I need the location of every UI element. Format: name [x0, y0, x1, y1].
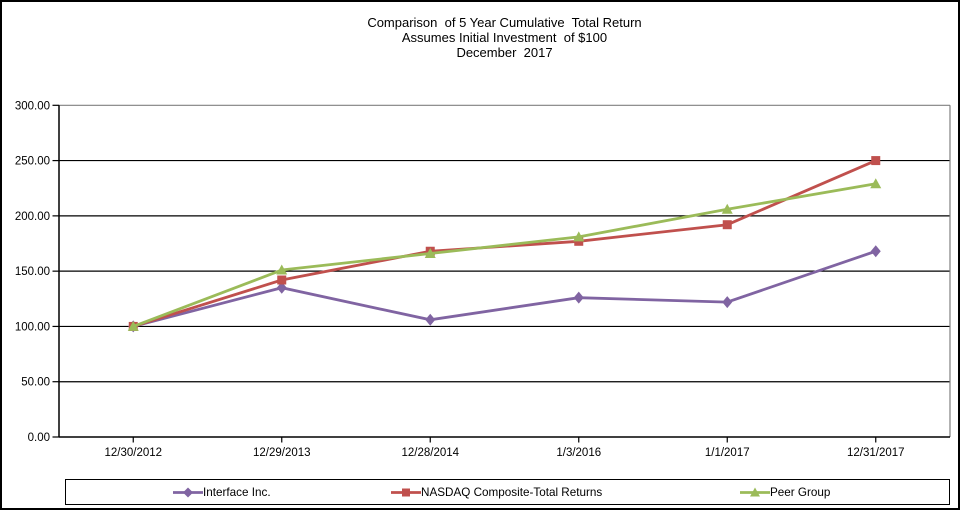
- legend-entry-peer-group: Peer Group: [740, 480, 830, 504]
- y-axis-label: 300.00: [15, 100, 50, 112]
- y-axis-label: 250.00: [15, 156, 50, 168]
- series-marker-nasdaq-composite-total-returns: [722, 220, 732, 230]
- chart-title: Comparison of 5 Year Cumulative Total Re…: [47, 15, 958, 60]
- series-marker-interface-inc: [276, 281, 287, 294]
- x-axis-label: 12/30/2012: [104, 447, 162, 459]
- series-marker-peer-group: [721, 203, 733, 214]
- x-axis-label: 12/28/2014: [401, 447, 459, 459]
- series-line-nasdaq-composite-total-returns: [132, 159, 877, 328]
- series-marker-peer-group: [276, 264, 288, 275]
- series-marker-interface-inc: [722, 296, 733, 309]
- chart-title-line2: Assumes Initial Investment of $100: [401, 30, 608, 45]
- series-line-peer-group: [132, 182, 876, 328]
- x-axis-label: 12/31/2017: [847, 447, 905, 459]
- series-marker-peer-group: [573, 231, 585, 242]
- x-axis-label: 12/29/2013: [253, 447, 311, 459]
- legend-entry-nasdaq-composite-total-returns: NASDAQ Composite-Total Returns: [391, 480, 602, 504]
- legend-marker-triangle-icon: [740, 487, 770, 496]
- series-marker-peer-group: [870, 178, 882, 189]
- legend-marker-diamond-icon: [173, 487, 203, 497]
- y-axis-label: 200.00: [15, 211, 50, 223]
- y-axis-label: 0.00: [28, 432, 50, 444]
- series-marker-interface-inc: [573, 291, 584, 304]
- chart-title-line3: December 2017: [456, 45, 553, 60]
- legend-marker-square-icon: [391, 488, 421, 496]
- series-marker-nasdaq-composite-total-returns: [871, 156, 881, 166]
- legend-label: NASDAQ Composite-Total Returns: [421, 485, 603, 499]
- x-axis-label: 1/3/2016: [556, 447, 601, 459]
- chart-legend: Interface Inc. NASDAQ Composite-Total Ret…: [65, 479, 950, 505]
- legend-label: Interface Inc.: [203, 485, 271, 499]
- y-axis-label: 100.00: [15, 321, 50, 333]
- x-axis-label: 1/1/2017: [705, 447, 750, 459]
- series-line-interface-inc: [132, 249, 877, 328]
- y-axis-label: 50.00: [21, 377, 50, 389]
- series-marker-nasdaq-composite-total-returns: [277, 275, 287, 285]
- series-marker-interface-inc: [425, 313, 436, 326]
- series-marker-peer-group: [424, 247, 436, 258]
- series-marker-interface-inc: [870, 245, 881, 258]
- chart-title-line1: Comparison of 5 Year Cumulative Total Re…: [367, 15, 642, 30]
- legend-entry-interface-inc: Interface Inc.: [173, 480, 271, 504]
- legend-label: Peer Group: [770, 485, 831, 499]
- series-marker-peer-group: [127, 320, 139, 331]
- y-axis-label: 150.00: [15, 266, 50, 278]
